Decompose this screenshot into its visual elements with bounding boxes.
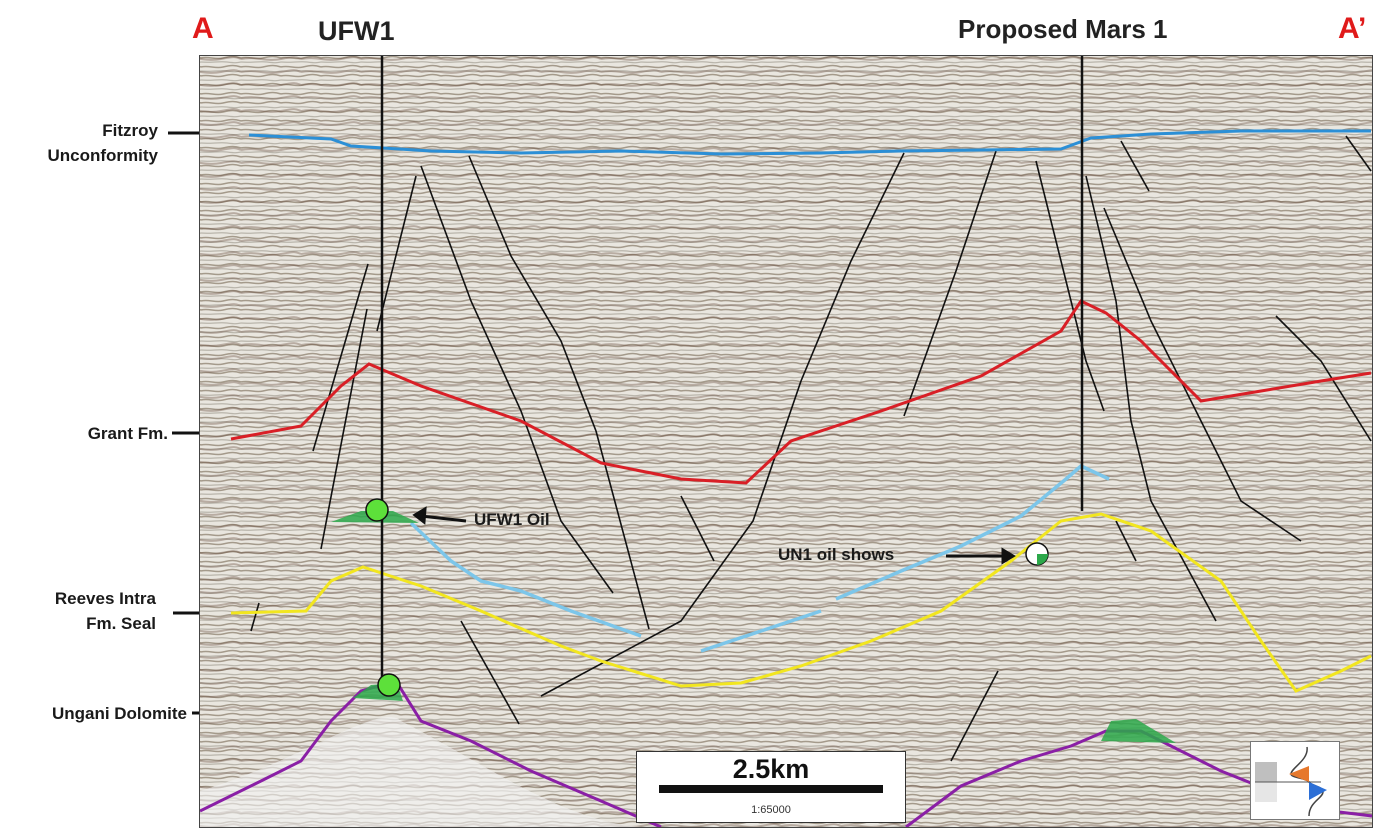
annotation-un1-oil-shows: UN1 oil shows	[778, 545, 895, 564]
well-marker-un1-oil-shows	[1025, 542, 1049, 566]
horizon-grant-fm	[230, 299, 1372, 485]
annotation-ufw1-oil: UFW1 Oil	[474, 510, 550, 529]
fault-line	[1120, 140, 1150, 192]
fault-line	[468, 155, 650, 630]
fault-line	[1115, 520, 1137, 562]
scale-ratio-label: 1:65000	[751, 804, 791, 816]
polarity-wavelet-icon	[1255, 746, 1327, 817]
well-marker-ungani-oil	[377, 673, 401, 697]
seismic-section	[199, 55, 1373, 828]
horizon-label-reeves-intra-seal: Reeves Intra Fm. Seal	[0, 586, 156, 636]
oil-accumulation-mars	[1101, 719, 1176, 743]
fault-line	[903, 150, 997, 417]
horizon-label-line: Fm. Seal	[86, 614, 156, 633]
seismic-bottom-fade	[200, 717, 641, 827]
seismic-texture	[200, 56, 1372, 827]
scale-bar: 2.5km 1:65000	[636, 751, 906, 823]
fault-line	[250, 602, 260, 632]
well-marker-ufw1-oil	[365, 498, 389, 522]
fault-line	[312, 263, 369, 452]
polarity-legend	[1250, 741, 1340, 820]
fault-line	[540, 152, 905, 697]
fault-line	[1103, 207, 1302, 542]
horizon-label-line: Reeves Intra	[54, 589, 156, 608]
section-start-letter: A	[192, 12, 214, 45]
scale-length-label: 2.5km	[732, 754, 810, 784]
fault-line	[950, 670, 999, 762]
fault-line	[1345, 135, 1372, 172]
horizon-label-line: Grant Fm.	[87, 424, 168, 443]
scale-bar-line	[659, 785, 883, 793]
horizon-label-grant-fm: Grant Fm.	[0, 421, 168, 446]
fault-line	[1275, 315, 1372, 442]
fault-line	[1085, 175, 1217, 622]
fault-line	[460, 620, 520, 725]
fault-line	[320, 308, 368, 550]
fault-line	[680, 495, 715, 562]
annotation-arrows	[412, 506, 1016, 565]
horizon-label-ungani-dolomite: Ungani Dolomite	[17, 701, 187, 726]
horizon-label-line: Fitzroy	[102, 121, 158, 140]
section-end-letter: A’	[1338, 12, 1367, 45]
well-name-ufw1: UFW1	[318, 16, 395, 46]
horizon-label-fitzroy-unconformity: Fitzroy Unconformity	[0, 118, 159, 168]
seismic-svg	[200, 56, 1372, 827]
horizon-label-line: Unconformity	[47, 146, 159, 165]
faults	[250, 135, 1372, 762]
horizon-fitzroy-unconformity	[248, 129, 1371, 156]
fault-line	[376, 175, 417, 332]
fault-line	[420, 165, 614, 594]
horizon-label-line: Ungani Dolomite	[51, 704, 187, 723]
horizon-reeves-intra-seal	[230, 512, 1372, 693]
fault-line	[1035, 160, 1105, 412]
well-name-proposed-mars-1: Proposed Mars 1	[958, 14, 1168, 44]
